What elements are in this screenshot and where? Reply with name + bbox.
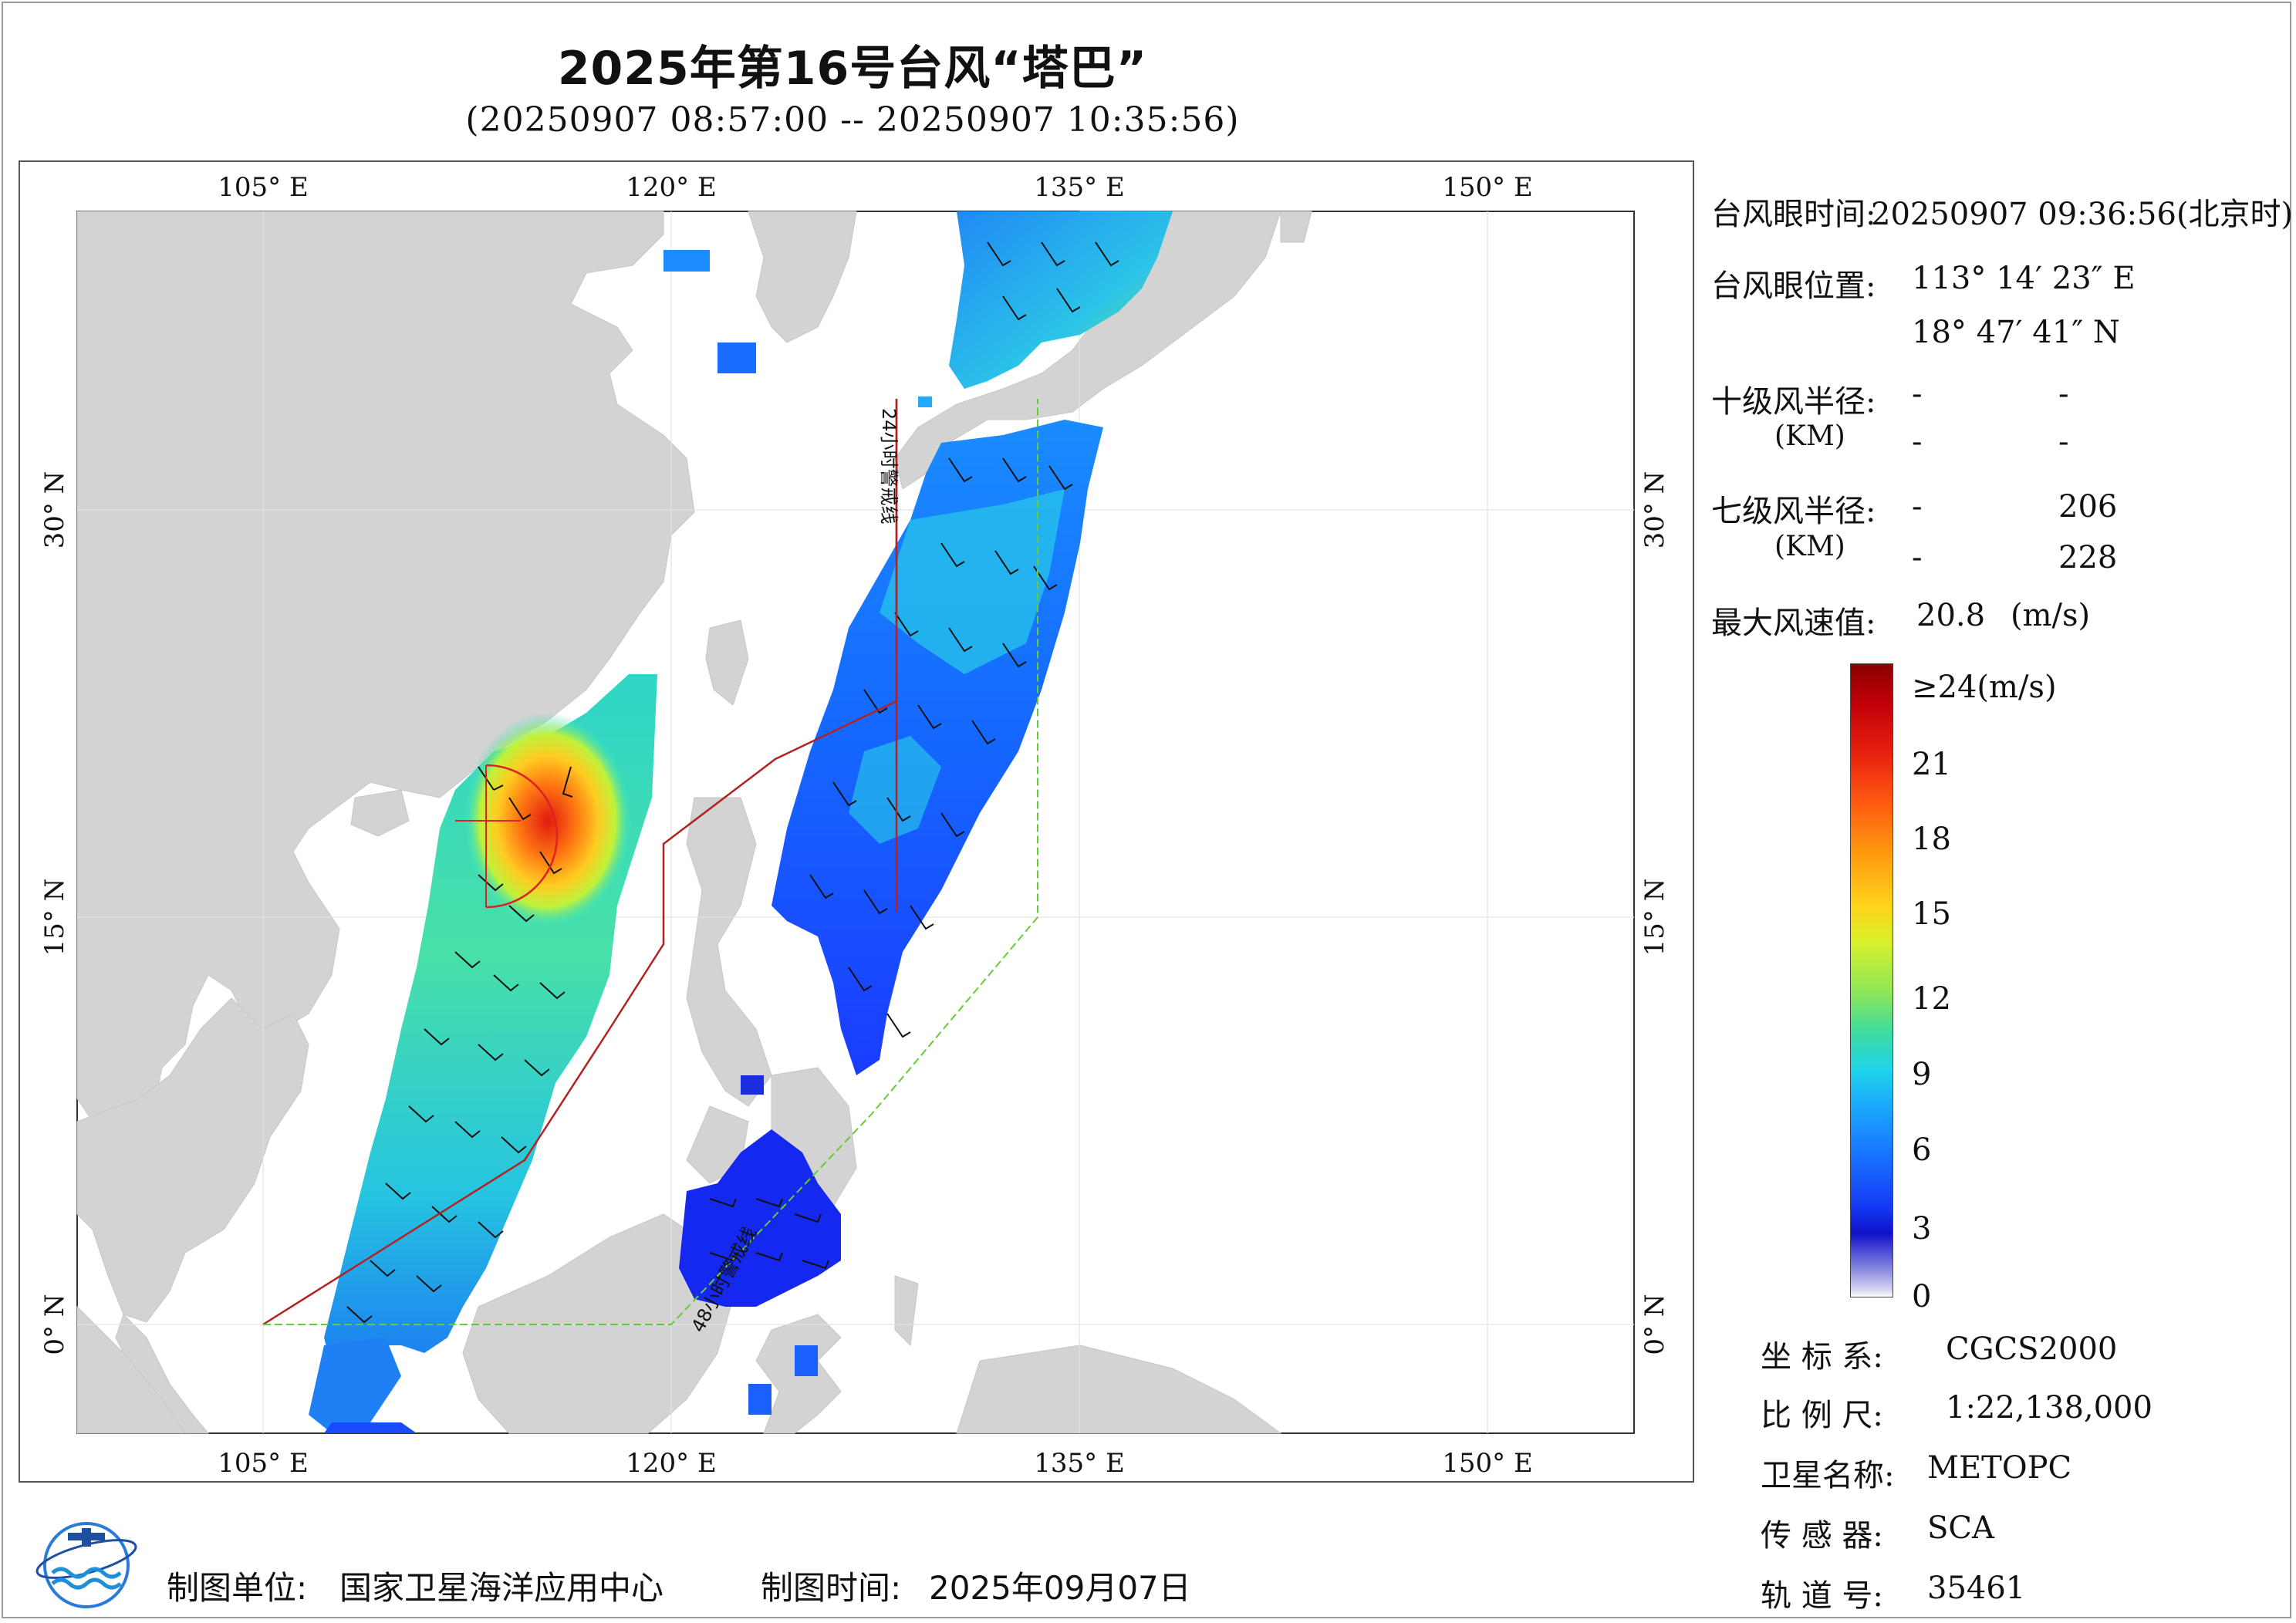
lon-tick-135: 135° E (1034, 172, 1125, 203)
scale-label: 比 例 尺: (1761, 1398, 1883, 1433)
max-wind-unit: (m/s) (2011, 598, 2091, 633)
date-value: 2025年09月07日 (929, 1569, 1191, 1607)
orbit-value: 35461 (1927, 1571, 2026, 1606)
lon-tick-labels-bottom: 105° E 120° E 135° E 150° E (218, 1448, 1533, 1479)
lon-tick-120: 120° E (626, 172, 717, 203)
crs-value: CGCS2000 (1946, 1331, 2118, 1367)
lon-tick-120: 120° E (626, 1448, 717, 1479)
r7-unit: (KM) (1774, 531, 1845, 562)
r10-value: - (2058, 376, 2069, 412)
max-wind-value: 20.8 (1916, 598, 1986, 633)
org-value: 国家卫星海洋应用中心 (339, 1569, 664, 1607)
satellite-label: 卫星名称: (1761, 1458, 1895, 1493)
r10-value: - (1912, 376, 1923, 412)
wind-barbs (346, 241, 1119, 1324)
orbit-row: 轨 道 号: 35461 (1761, 1571, 2025, 1615)
lon-tick-105: 105° E (218, 1448, 309, 1479)
r7-label: 七级风半径: (1711, 494, 1876, 529)
map-title: 2025年第16号台风“塔巴” (557, 42, 1148, 96)
lat-tick-30: 30° N (1639, 471, 1670, 549)
r7-value: 206 (2058, 489, 2118, 525)
colorbar-label-6: 6 (1912, 1132, 1932, 1168)
scale-row: 比 例 尺: 1:22,138,000 (1761, 1390, 2152, 1435)
lon-tick-105: 105° E (218, 172, 309, 203)
eye-time-value: 20250907 09:36:56(北京时) (1871, 197, 2294, 232)
max-wind-label: 最大风速值: (1711, 606, 1876, 641)
lat-tick-0: 0° N (1639, 1294, 1670, 1355)
eye-latitude: 18° 47′ 41″ N (1912, 315, 2120, 350)
lon-tick-150: 150° E (1442, 172, 1533, 203)
r7-value: - (1912, 489, 1923, 525)
colorbar-label-0: 0 (1912, 1279, 1932, 1314)
satellite-value: METOPC (1927, 1450, 2072, 1486)
crs-row: 坐 标 系: CGCS2000 (1761, 1331, 2117, 1376)
lat-tick-0: 0° N (39, 1294, 70, 1355)
lon-tick-135: 135° E (1034, 1448, 1125, 1479)
time-range-subtitle: (20250907 08:57:00 -- 20250907 10:35:56) (465, 100, 1240, 140)
eye-position-label: 台风眼位置: (1711, 268, 1876, 304)
lon-tick-labels-top: 105° E 120° E 135° E 150° E (218, 172, 1533, 203)
r10-label: 十级风半径: (1711, 384, 1876, 420)
warning-line-24h: 24小时警戒线 (262, 399, 900, 1326)
sensor-value: SCA (1927, 1510, 1994, 1546)
colorbar-label-21: 21 (1912, 747, 1951, 782)
land-layer (76, 211, 1312, 1434)
r10-value: - (2058, 424, 2069, 460)
lat-tick-labels-left: 30° N 15° N 0° N (39, 471, 70, 1355)
colorbar-label-18: 18 (1912, 822, 1951, 857)
lat-tick-15: 15° N (1639, 879, 1670, 957)
graticule (77, 211, 1634, 1433)
warning-24h-label: 24小时警戒线 (878, 408, 900, 525)
r7-value: - (1912, 540, 1923, 575)
sensor-label: 传 感 器: (1761, 1518, 1883, 1554)
scale-value: 1:22,138,000 (1946, 1390, 2152, 1426)
satellite-row: 卫星名称: METOPC (1761, 1450, 2071, 1495)
lat-tick-30: 30° N (39, 471, 70, 549)
sensor-row: 传 感 器: SCA (1761, 1510, 1994, 1555)
colorbar-label-15: 15 (1912, 896, 1951, 932)
lat-tick-15: 15° N (39, 879, 70, 957)
eye-longitude: 113° 14′ 23″ E (1912, 261, 2136, 296)
colorbar-label-9: 9 (1912, 1057, 1932, 1092)
eye-time-label: 台风眼时间: (1711, 197, 1876, 232)
lon-tick-150: 150° E (1442, 1448, 1533, 1479)
typhoon-eye-marker (455, 764, 559, 909)
colorbar-label-3: 3 (1912, 1211, 1932, 1247)
colorbar-label-12: 12 (1912, 981, 1951, 1017)
nsoas-logo-icon (35, 1522, 137, 1608)
wind-speed-colorbar (1850, 663, 1893, 1297)
map-panel: 24小时警戒线 48小时警戒线 105° E 120° E 135° E 150… (19, 160, 1694, 1483)
swath-south (309, 1075, 841, 1433)
date-label: 制图时间: (761, 1569, 902, 1607)
colorbar-label-24: ≥24(m/s) (1912, 670, 2057, 705)
r7-value: 228 (2058, 540, 2118, 575)
r10-value: - (1912, 424, 1923, 460)
r10-unit: (KM) (1774, 420, 1845, 452)
org-label: 制图单位: (167, 1569, 308, 1607)
swath-north (663, 211, 1173, 407)
crs-label: 坐 标 系: (1761, 1339, 1883, 1375)
orbit-label: 轨 道 号: (1761, 1578, 1883, 1614)
swath-east (772, 420, 1103, 1075)
lat-tick-labels-right: 30° N 15° N 0° N (1639, 471, 1670, 1355)
wind-field-map: 24小时警戒线 48小时警戒线 105° E 120° E 135° E 150… (39, 172, 1670, 1479)
